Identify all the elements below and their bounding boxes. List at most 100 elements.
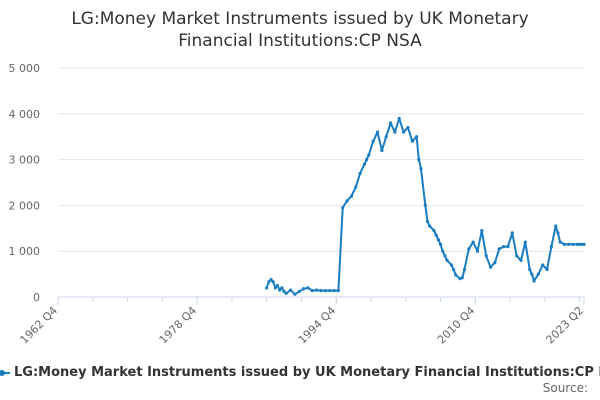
data-point (467, 247, 471, 251)
legend-label: LG:Money Market Instruments issued by UK… (14, 365, 600, 380)
data-point (375, 130, 380, 134)
data-point (515, 254, 519, 258)
y-axis-tick-labels: 0 1 000 2 000 3 000 4 000 5 000 (9, 62, 41, 304)
source-label: Source: (542, 381, 588, 395)
data-point (501, 245, 506, 249)
data-point (397, 116, 401, 120)
data-point (567, 242, 571, 246)
data-point (541, 263, 545, 267)
data-point (454, 273, 458, 277)
x-tick-label: 2010 Q4 (435, 304, 478, 347)
data-point (554, 224, 558, 228)
y-tick-label: 1 000 (9, 245, 41, 258)
data-point (267, 280, 271, 284)
x-tick-label: 1962 Q4 (18, 304, 61, 347)
data-point (441, 249, 445, 253)
gridlines (58, 67, 584, 252)
data-point (558, 240, 562, 244)
y-tick-label: 0 (33, 291, 40, 304)
data-point (282, 289, 286, 294)
data-point (417, 158, 421, 162)
data-point (388, 121, 393, 125)
data-point (436, 238, 440, 242)
data-point (443, 254, 447, 258)
data-point (571, 242, 575, 246)
data-point (284, 291, 288, 295)
data-point (549, 245, 553, 249)
y-tick-label: 4 000 (9, 108, 41, 121)
x-tick-label: 1994 Q4 (296, 304, 339, 347)
data-point (519, 258, 523, 262)
data-point (425, 219, 430, 224)
data-point (362, 162, 367, 166)
data-point (310, 288, 314, 293)
data-point (432, 228, 436, 233)
data-point (556, 231, 560, 235)
data-point (445, 258, 449, 262)
data-point (410, 139, 414, 143)
data-point (401, 130, 406, 134)
data-point (323, 288, 327, 293)
data-point (419, 167, 423, 171)
chart-title-line-2: Financial Institutions:CP NSA (178, 31, 422, 51)
data-point (484, 254, 488, 258)
data-point (532, 279, 536, 283)
data-point (345, 199, 349, 203)
data-point (434, 233, 438, 237)
data-point (354, 185, 358, 189)
legend[interactable]: LG:Money Market Instruments issued by UK… (0, 365, 600, 380)
data-point (497, 247, 501, 251)
data-point (536, 272, 540, 276)
data-point (415, 135, 419, 139)
data-point (367, 153, 371, 157)
data-point (315, 288, 319, 292)
x-tick-label: 2023 Q2 (544, 304, 587, 347)
data-point (269, 277, 273, 282)
data-point (493, 261, 497, 265)
data-point (332, 288, 336, 293)
data-point (582, 242, 586, 246)
data-point (271, 280, 275, 284)
data-point (288, 288, 293, 292)
data-point (475, 249, 480, 253)
data-point (273, 286, 277, 290)
y-tick-label: 2 000 (9, 199, 41, 212)
data-point (319, 288, 323, 293)
data-point (302, 287, 306, 291)
data-point (336, 288, 340, 293)
y-tick-label: 5 000 (9, 62, 41, 75)
data-point (406, 125, 410, 130)
data-point (451, 267, 456, 272)
data-point (393, 130, 397, 134)
data-point (545, 267, 549, 272)
x-axis: 1962 Q4 1978 Q4 1994 Q4 2010 Q4 2023 Q2 (18, 296, 587, 347)
data-point (438, 242, 443, 246)
data-point (293, 292, 297, 296)
data-point (297, 289, 301, 294)
data-point (530, 272, 534, 276)
data-point (358, 171, 362, 175)
data-point (275, 283, 280, 288)
data-point (371, 139, 375, 143)
data-point (306, 286, 310, 290)
data-point (328, 288, 332, 293)
series-layer (265, 116, 586, 296)
data-point (349, 194, 354, 198)
data-point (384, 135, 388, 139)
data-point (278, 288, 282, 292)
data-point (428, 224, 432, 228)
data-point (471, 240, 475, 244)
data-point (462, 267, 467, 272)
data-point (265, 286, 269, 290)
line-chart: 0 1 000 2 000 3 000 4 000 5 000 1962 Q4 1978 Q… (9, 62, 587, 347)
data-point (380, 148, 384, 153)
y-tick-label: 3 000 (9, 154, 41, 167)
data-point (280, 286, 284, 290)
data-point (523, 240, 527, 244)
data-point (506, 245, 510, 249)
data-point (365, 158, 369, 162)
data-point (562, 242, 567, 246)
legend-line-marker-icon (0, 368, 10, 378)
data-point (510, 231, 514, 235)
data-point (449, 263, 454, 267)
